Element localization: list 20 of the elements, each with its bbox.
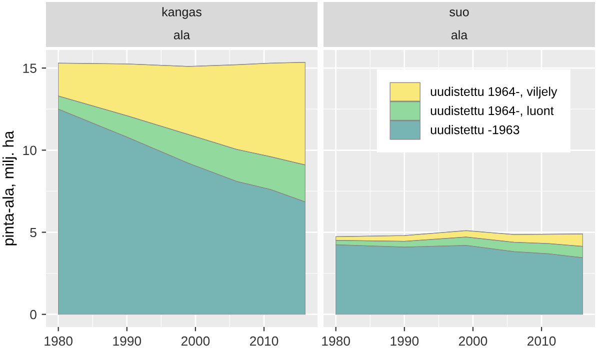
- chart-subtitle: ala: [451, 30, 468, 40]
- chart-subtitle: ala: [174, 30, 190, 40]
- chart-title: suo: [450, 10, 469, 16]
- x-tick-label: 2000: [181, 336, 210, 346]
- legend-label: uudistettu 1964-, luont: [430, 106, 554, 117]
- x-tick-label: 1980: [44, 336, 73, 346]
- y-axis-title: pinta-ala, milj. ha: [2, 130, 17, 246]
- x-tick-label: 1990: [390, 336, 419, 346]
- y-tick-label: 0: [30, 310, 36, 320]
- x-tick-label: 2010: [528, 336, 556, 346]
- legend-label: uudistettu 1964-, viljely: [430, 86, 558, 98]
- x-tick-label: 2000: [458, 336, 488, 346]
- x-tick-label: 1990: [113, 336, 142, 346]
- x-tick-label: 1980: [322, 336, 350, 346]
- x-tick-label: 2010: [250, 336, 278, 346]
- y-tick-label: 10: [23, 146, 36, 156]
- y-tick-label: 15: [23, 64, 36, 73]
- legend-label: uudistettu -1963: [430, 125, 520, 134]
- y-tick-label: 5: [30, 228, 36, 238]
- chart-title: kangas: [162, 7, 202, 19]
